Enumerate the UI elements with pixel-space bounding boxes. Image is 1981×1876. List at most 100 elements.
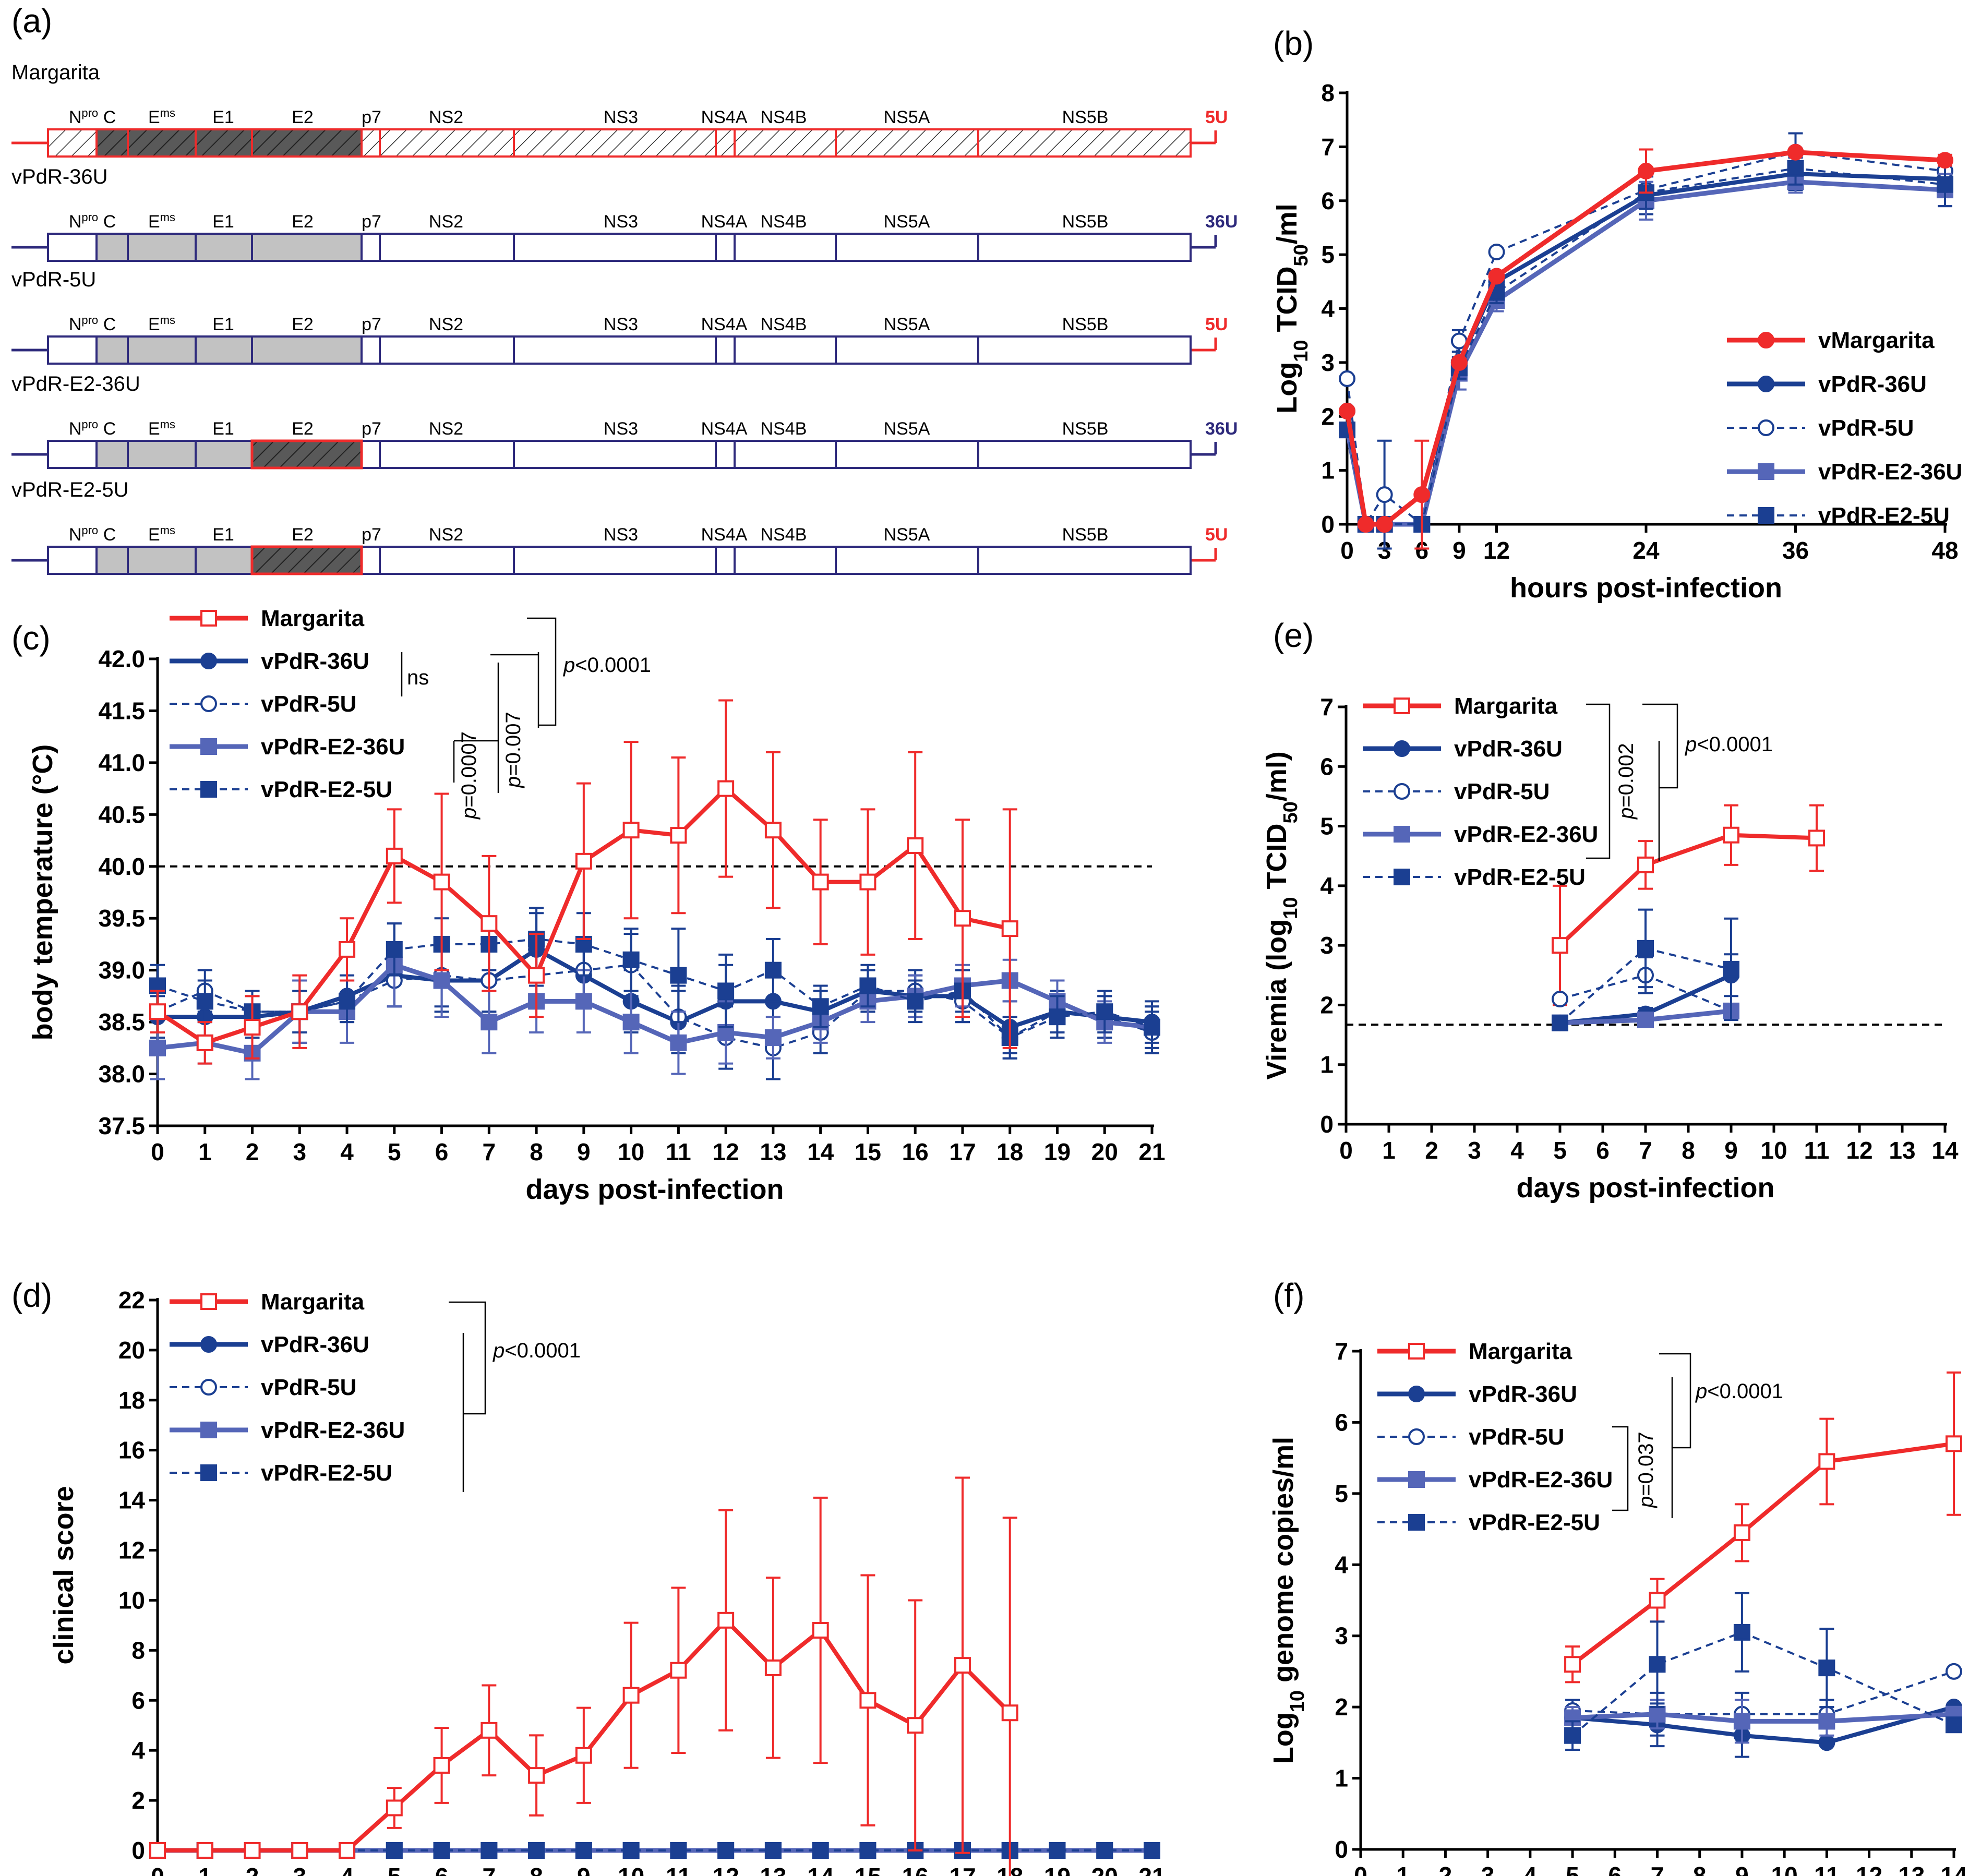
x-tick-label: 2 — [246, 1863, 259, 1876]
data-point — [575, 993, 592, 1010]
y-tick-label: 7 — [1335, 1338, 1348, 1365]
y-tick-label: 1 — [1335, 1765, 1348, 1792]
x-tick-label: 3 — [293, 1863, 306, 1876]
y-axis-title-part: TCID — [1261, 823, 1292, 897]
genome-segment — [361, 440, 381, 469]
gene-superscript: ms — [160, 314, 175, 327]
x-axis-title: days post-infection — [525, 1174, 784, 1205]
series-Margarita — [1564, 1371, 1962, 1683]
genome-segment — [95, 233, 129, 262]
legend-marker — [200, 781, 217, 798]
gene-label-text: N — [69, 419, 82, 439]
legend-marker — [1408, 1471, 1425, 1488]
gene-label: E2 — [292, 525, 314, 545]
x-tick-label: 14 — [807, 1138, 834, 1165]
data-point — [1001, 1704, 1018, 1722]
data-point — [622, 822, 640, 839]
p-value-label: p=0.0007 — [458, 731, 481, 820]
x-tick-label: 9 — [1735, 1862, 1749, 1876]
genome-segment — [95, 440, 129, 469]
x-tick-label: 8 — [530, 1863, 543, 1876]
legend-marker — [1408, 1428, 1425, 1445]
gene-label: E1 — [212, 525, 234, 545]
gene-label: NS4A — [701, 525, 748, 545]
series-line — [1572, 1712, 1954, 1724]
y-tick-label: 38.5 — [98, 1008, 145, 1036]
y-tick-label: 8 — [1321, 79, 1335, 106]
legend-marker — [1394, 869, 1410, 885]
genome-segment — [977, 128, 1192, 158]
gene-label: NS4B — [761, 315, 807, 334]
gene-label-text: NS4B — [761, 525, 807, 545]
x-axis-title: hours post-infection — [1510, 572, 1782, 604]
y-tick-label: 10 — [118, 1586, 145, 1614]
legend-marker — [1394, 698, 1410, 714]
gene-label-text: NS2 — [429, 212, 463, 232]
data-point — [717, 1612, 735, 1629]
y-axis-title-part: 10 — [1290, 340, 1312, 362]
x-tick-label: 12 — [1846, 1137, 1872, 1164]
x-tick-label: 2 — [1439, 1862, 1452, 1876]
data-point — [575, 1842, 592, 1859]
gene-label-text: NS5A — [884, 107, 930, 127]
x-tick-label: 4 — [1510, 1137, 1524, 1164]
x-tick-label: 6 — [1608, 1862, 1622, 1876]
x-tick-label: 12 — [713, 1863, 739, 1876]
gene-label-text: C — [103, 107, 116, 127]
x-tick-label: 4 — [1523, 1862, 1537, 1876]
data-point — [717, 982, 735, 1000]
gene-label: Ems — [148, 524, 175, 545]
legend-marker — [200, 738, 217, 755]
legend-label: vPdR-E2-36U — [1818, 459, 1962, 485]
e2-highlight — [250, 545, 363, 575]
x-tick-label: 3 — [293, 1138, 306, 1165]
x-tick-label: 6 — [435, 1863, 449, 1876]
legend-marker — [1394, 783, 1410, 800]
p-italic: p — [1635, 1496, 1658, 1508]
data-point — [339, 1842, 356, 1859]
gene-label: Ems — [148, 418, 175, 439]
gene-label: NS2 — [429, 525, 463, 545]
p-rest: =0.037 — [1635, 1432, 1658, 1496]
genome-segment — [379, 546, 515, 575]
y-tick-label: 20 — [118, 1337, 145, 1364]
y-axis-title: Log10 genome copies/ml — [1268, 1437, 1308, 1764]
data-point — [622, 1687, 640, 1704]
x-tick-label: 19 — [1044, 1863, 1071, 1876]
genome-segment — [127, 440, 197, 469]
data-point — [622, 1842, 640, 1859]
data-point — [717, 1842, 735, 1859]
series-vPdR-E2-5U — [1552, 908, 1739, 1031]
data-point — [1733, 1713, 1750, 1730]
x-tick-label: 0 — [151, 1863, 164, 1876]
data-point — [1096, 1003, 1113, 1020]
gene-label: E2 — [292, 315, 314, 334]
x-tick-label: 8 — [1682, 1137, 1695, 1164]
gene-label: NS2 — [429, 107, 463, 127]
gene-label: Npro — [69, 524, 98, 545]
legend-marker — [1394, 740, 1410, 757]
gene-label: p7 — [362, 212, 381, 232]
x-tick-label: 13 — [1898, 1862, 1925, 1876]
x-tick-label: 11 — [666, 1138, 691, 1165]
data-point — [812, 1842, 829, 1859]
data-point — [1001, 920, 1018, 937]
data-point — [1144, 1842, 1160, 1859]
gene-label: E1 — [212, 212, 234, 232]
gene-label: p7 — [362, 525, 381, 545]
x-tick-label: 7 — [1651, 1862, 1664, 1876]
x-tick-label: 4 — [340, 1138, 354, 1165]
genome-segment — [47, 440, 98, 469]
legend-marker — [1408, 1514, 1425, 1531]
gene-label-text: NS5B — [1062, 107, 1109, 127]
p-rest: <0.0001 — [575, 654, 651, 677]
p-italic: p — [502, 776, 525, 788]
gene-label: NS4A — [701, 212, 748, 232]
x-tick-label: 10 — [618, 1138, 644, 1165]
data-point — [1488, 268, 1505, 285]
x-tick-label: 6 — [435, 1138, 449, 1165]
genome-segment — [361, 233, 381, 262]
ns-label: ns — [407, 666, 429, 689]
data-point — [1564, 1656, 1581, 1673]
